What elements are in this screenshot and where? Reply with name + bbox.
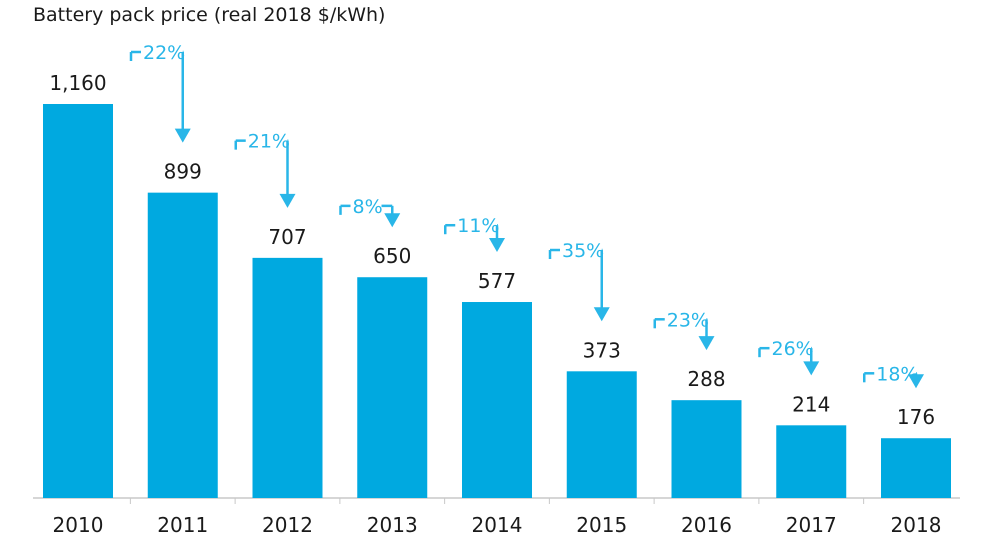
tick-label-2010: 2010 (53, 513, 104, 537)
annotation-label-3: 8% (353, 196, 383, 218)
bar-2013 (357, 277, 428, 498)
annotation-label-1: 22% (143, 42, 185, 64)
annotation-label-6: 23% (667, 309, 709, 331)
annotation-arrow-head (489, 238, 505, 253)
annotation-label-4: 11% (457, 215, 499, 237)
chart-title: Battery pack price (real 2018 $/kWh) (33, 4, 386, 26)
bar-2016 (671, 400, 742, 498)
tick-label-2012: 2012 (262, 513, 313, 537)
annotation-arrow-head (803, 361, 820, 376)
annotation-label-8: 18% (876, 363, 918, 385)
bar-2015 (566, 371, 637, 498)
bar-2011 (147, 192, 218, 498)
annotation-arrow-head (593, 307, 610, 322)
annotation-label-5: 35% (562, 240, 604, 262)
annotation-label-2: 21% (248, 131, 290, 153)
bar-2018 (881, 438, 951, 498)
bar-2010 (43, 104, 113, 498)
value-label-2013: 650 (373, 244, 411, 268)
tick-label-2018: 2018 (891, 513, 942, 537)
annotation-label-7: 26% (772, 338, 814, 360)
annotation-arrow-head (698, 336, 715, 351)
bar-2014 (462, 302, 532, 498)
annotation-arrow-head (174, 128, 191, 143)
value-label-2015: 373 (583, 338, 621, 362)
value-label-2014: 577 (478, 269, 516, 293)
annotation-arrow-head (279, 193, 296, 208)
tick-label-2014: 2014 (472, 513, 523, 537)
value-label-2017: 214 (792, 392, 830, 416)
value-label-2012: 707 (268, 225, 306, 249)
tick-label-2013: 2013 (367, 513, 418, 537)
value-label-2010: 1,160 (49, 71, 106, 95)
bar-2012 (252, 257, 323, 498)
tick-label-2015: 2015 (576, 513, 627, 537)
tick-label-2016: 2016 (681, 513, 732, 537)
value-label-2011: 899 (164, 160, 202, 184)
annotation-arrow-head (908, 374, 924, 389)
value-label-2016: 288 (687, 367, 725, 391)
value-label-2018: 176 (897, 405, 935, 429)
tick-label-2017: 2017 (786, 513, 837, 537)
annotation-arrow-head (384, 213, 401, 228)
bar-2017 (776, 425, 847, 498)
tick-label-2011: 2011 (157, 513, 208, 537)
